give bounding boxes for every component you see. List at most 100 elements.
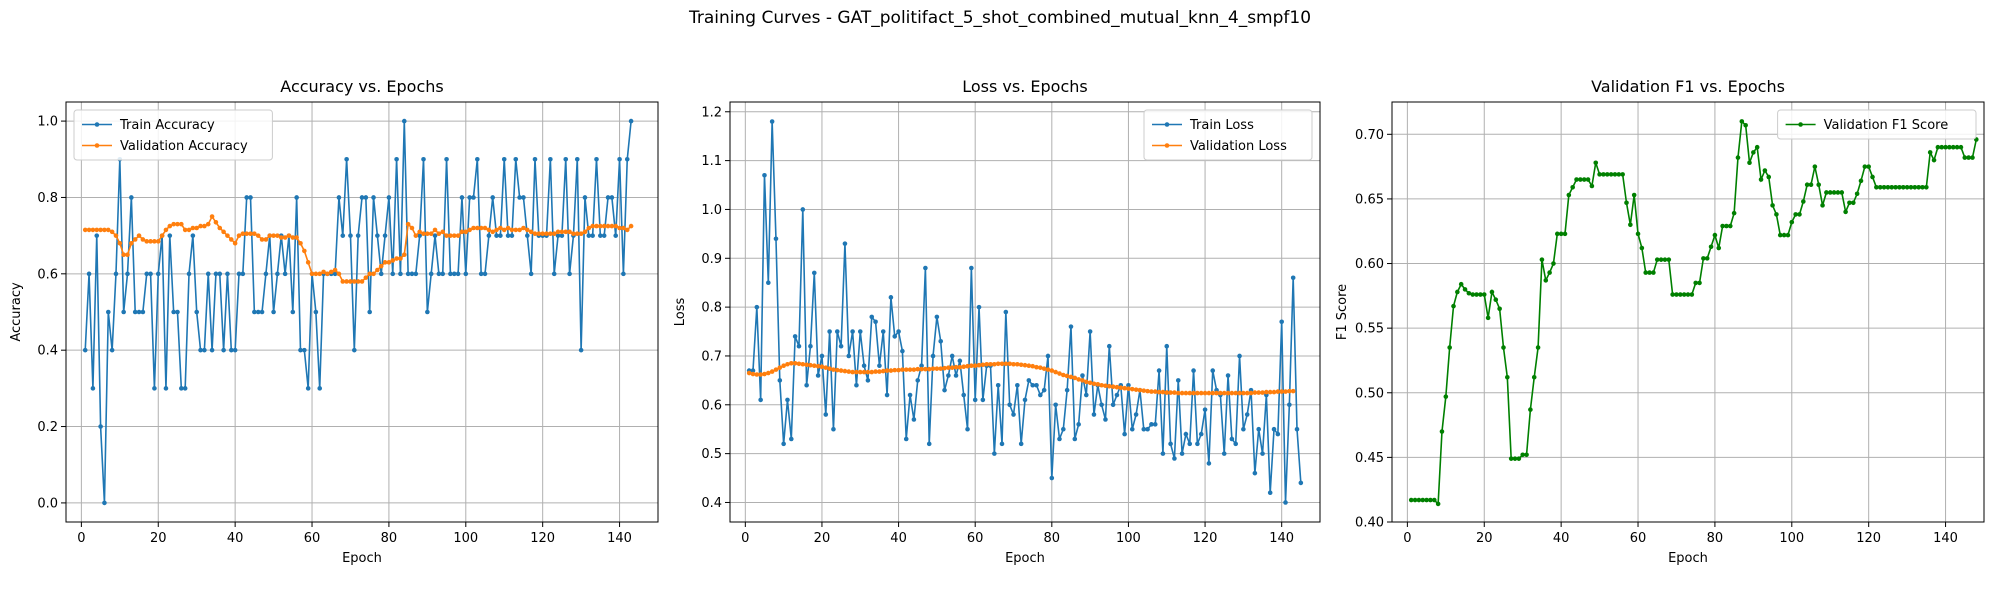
data-point bbox=[850, 329, 855, 334]
data-point bbox=[1018, 441, 1024, 447]
data-point bbox=[425, 231, 430, 237]
data-point bbox=[1252, 390, 1258, 395]
y-tick-label: 1.2 bbox=[701, 105, 722, 120]
data-point bbox=[1241, 390, 1246, 396]
data-point bbox=[601, 223, 607, 229]
plot-frame bbox=[729, 101, 1321, 523]
data-point bbox=[1103, 383, 1108, 389]
data-point bbox=[244, 231, 249, 237]
legend-box bbox=[73, 109, 273, 161]
data-point bbox=[513, 156, 519, 162]
data-point bbox=[754, 372, 760, 377]
data-point bbox=[355, 279, 361, 284]
x-tick-label: 80 bbox=[381, 531, 398, 546]
data-point bbox=[225, 233, 230, 238]
data-point bbox=[567, 271, 572, 277]
legend-marker bbox=[1164, 143, 1170, 148]
data-point bbox=[486, 233, 492, 238]
x-tick-label: 60 bbox=[1630, 531, 1647, 546]
data-point bbox=[1566, 192, 1572, 198]
data-point bbox=[1685, 292, 1691, 297]
data-point bbox=[1210, 390, 1216, 396]
data-point bbox=[911, 417, 917, 422]
y-axis-label: F1 Score bbox=[1335, 284, 1350, 340]
data-point bbox=[336, 271, 342, 277]
data-point bbox=[325, 271, 330, 277]
data-point bbox=[582, 195, 588, 200]
data-point bbox=[1443, 394, 1449, 399]
data-point bbox=[609, 223, 615, 229]
legend-entry-label: Validation Accuracy bbox=[120, 139, 248, 154]
data-point bbox=[1003, 309, 1009, 315]
data-point bbox=[873, 319, 878, 325]
data-point bbox=[182, 227, 188, 233]
data-point bbox=[1478, 292, 1483, 297]
data-point bbox=[336, 195, 342, 200]
data-point bbox=[1505, 374, 1510, 380]
data-point bbox=[1493, 297, 1499, 303]
data-point bbox=[501, 227, 507, 233]
data-point bbox=[348, 279, 353, 284]
data-point bbox=[792, 334, 798, 339]
data-point bbox=[1747, 160, 1752, 166]
data-point bbox=[186, 271, 192, 277]
data-point bbox=[1508, 456, 1514, 461]
data-point bbox=[1152, 422, 1158, 427]
data-point bbox=[544, 231, 549, 237]
data-point bbox=[229, 347, 234, 353]
data-point bbox=[1439, 429, 1445, 434]
data-point bbox=[1847, 200, 1852, 206]
data-point bbox=[750, 371, 756, 377]
data-point bbox=[1835, 190, 1841, 195]
data-point bbox=[1712, 232, 1718, 238]
data-point bbox=[363, 195, 369, 200]
data-point bbox=[198, 223, 203, 229]
data-point bbox=[980, 397, 986, 403]
data-point bbox=[1435, 501, 1441, 507]
data-point bbox=[988, 361, 993, 367]
data-point bbox=[1099, 382, 1104, 388]
data-point bbox=[854, 382, 859, 388]
data-point bbox=[1412, 497, 1418, 503]
data-point bbox=[1206, 390, 1212, 396]
data-point bbox=[90, 386, 96, 391]
data-point bbox=[232, 347, 238, 353]
data-point bbox=[371, 271, 376, 277]
data-point bbox=[1149, 389, 1154, 394]
data-point bbox=[371, 195, 376, 200]
data-point bbox=[781, 363, 786, 369]
data-point bbox=[1172, 390, 1177, 395]
data-point bbox=[1298, 480, 1304, 486]
data-point bbox=[1481, 292, 1487, 297]
data-point bbox=[598, 233, 603, 238]
data-point bbox=[348, 233, 353, 238]
data-point bbox=[229, 237, 234, 242]
data-point bbox=[1061, 372, 1066, 378]
data-point bbox=[923, 366, 928, 372]
data-point bbox=[1428, 497, 1433, 503]
data-point bbox=[896, 367, 901, 373]
legend-marker bbox=[1164, 122, 1170, 127]
data-point bbox=[528, 271, 534, 277]
data-point bbox=[1022, 362, 1028, 368]
legend-box bbox=[1777, 109, 1977, 140]
data-point bbox=[1068, 324, 1074, 329]
data-point bbox=[1106, 343, 1112, 349]
data-point bbox=[1007, 402, 1012, 408]
data-point bbox=[1693, 280, 1698, 286]
data-point bbox=[355, 233, 361, 238]
data-point bbox=[846, 369, 852, 374]
data-point bbox=[1084, 392, 1089, 398]
data-point bbox=[758, 372, 763, 377]
legend-box bbox=[1143, 109, 1313, 161]
data-point bbox=[1103, 417, 1108, 422]
data-point bbox=[1260, 390, 1265, 395]
data-point bbox=[344, 156, 349, 162]
data-point bbox=[957, 364, 963, 370]
data-point bbox=[1570, 184, 1575, 190]
data-point bbox=[857, 369, 863, 375]
data-point bbox=[236, 233, 242, 238]
data-point bbox=[451, 233, 457, 238]
data-point bbox=[957, 358, 963, 364]
data-point bbox=[490, 229, 496, 235]
